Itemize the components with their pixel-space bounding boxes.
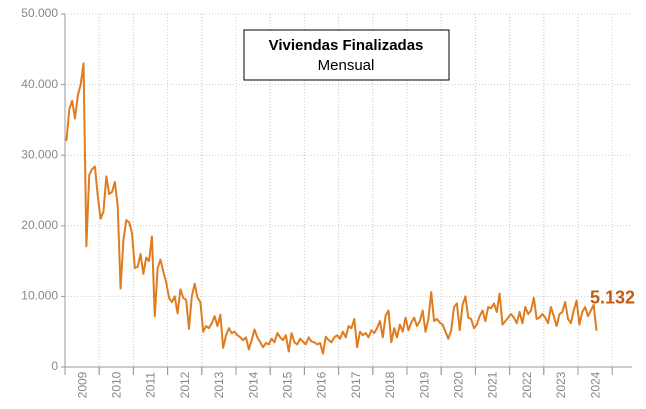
x-tick-label: 2020 <box>451 371 465 398</box>
x-tick-label: 2012 <box>178 371 192 398</box>
x-tick-label: 2015 <box>280 371 294 398</box>
x-tick-label: 2010 <box>109 371 123 398</box>
x-tick-label: 2017 <box>349 371 363 398</box>
title-box <box>243 29 450 81</box>
x-tick-label: 2009 <box>75 371 89 398</box>
last-value-label: 5.132 <box>590 288 635 308</box>
x-tick-label: 2019 <box>417 371 431 398</box>
x-tick-label: 2022 <box>520 371 534 398</box>
x-tick-label: 2014 <box>246 371 260 398</box>
x-tick-label: 2018 <box>383 371 397 398</box>
y-tick-label: 0 <box>51 359 58 373</box>
x-tick-label: 2024 <box>588 371 602 398</box>
series-line <box>65 62 598 355</box>
x-tick-label: 2011 <box>144 372 158 398</box>
x-tick-label: 2021 <box>486 371 500 398</box>
y-tick-label: 40.000 <box>21 77 58 91</box>
y-tick-label: 50.000 <box>21 6 58 20</box>
y-tick-label: 10.000 <box>21 289 58 303</box>
y-tick-label: 30.000 <box>21 147 58 161</box>
chart-subtitle: Mensual <box>318 57 375 74</box>
x-tick-label: 2023 <box>554 371 568 398</box>
x-tick-label: 2013 <box>212 371 226 398</box>
x-tick-label: 2016 <box>315 371 329 398</box>
chart-title: Viviendas Finalizadas <box>269 37 424 54</box>
y-tick-label: 20.000 <box>21 218 58 232</box>
